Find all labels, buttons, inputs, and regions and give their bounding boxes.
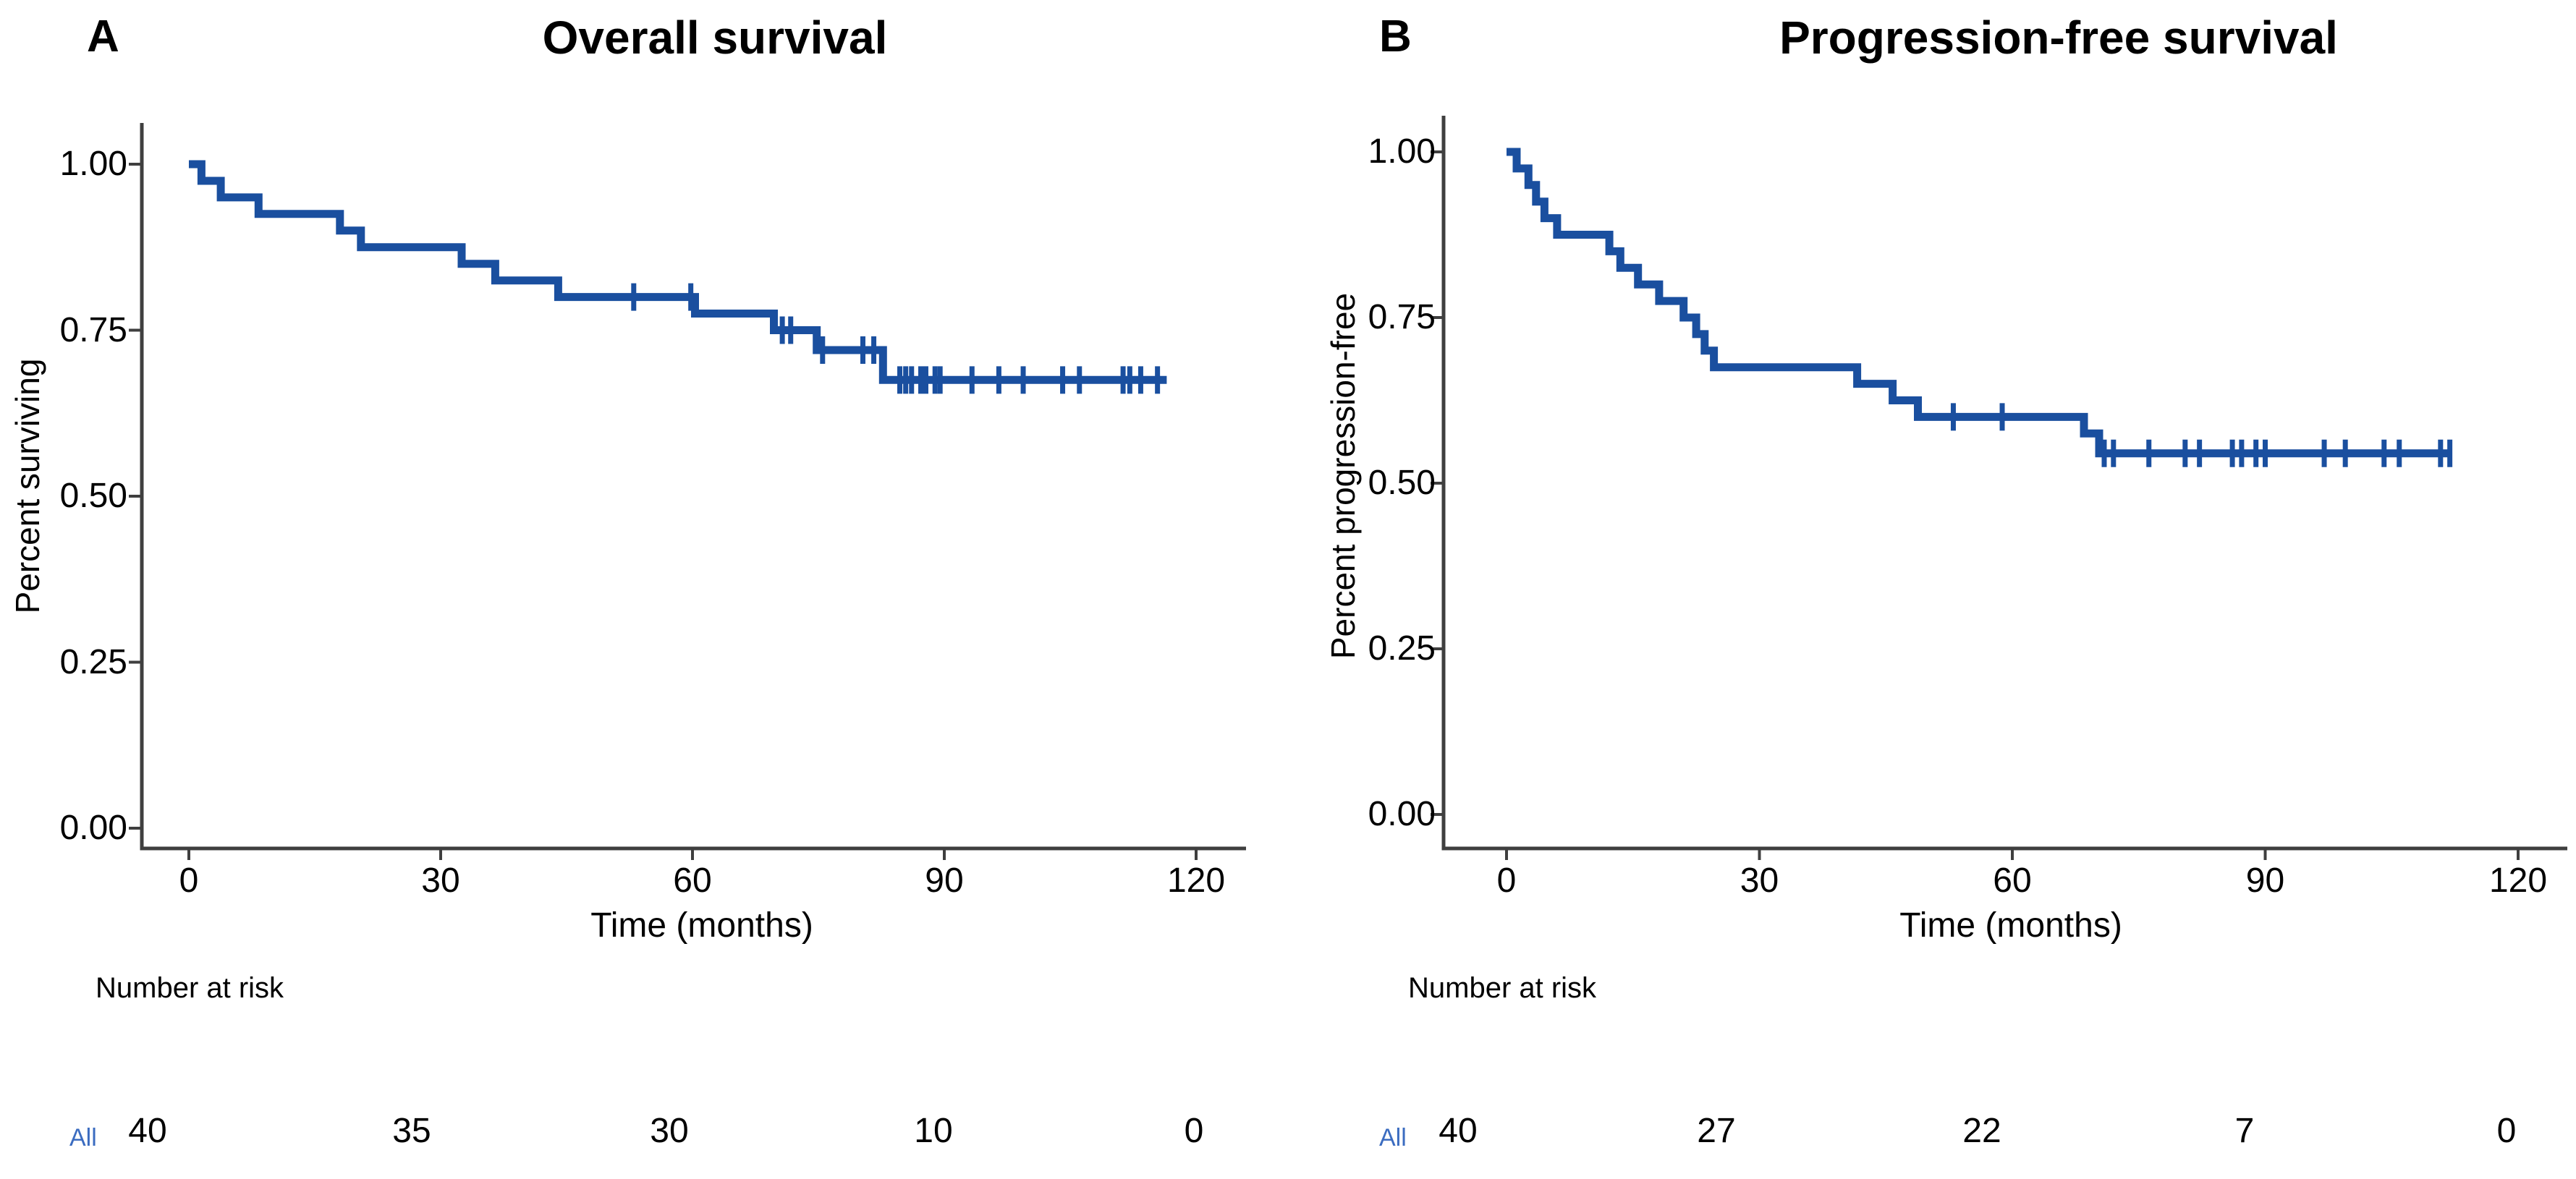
panel-a-risk-count: 0 <box>1184 1112 1204 1150</box>
panel-a-x-tick-label: 0 <box>179 861 199 900</box>
panel-b-x-axis-label: Time (months) <box>1899 906 2122 945</box>
panel-a-axes <box>140 123 1246 851</box>
panel-a-x-tick-label: 120 <box>1166 861 1226 900</box>
panel-a-y-tick-label: 0.25 <box>59 642 127 681</box>
panel-a-y-tick-label: 0.75 <box>59 310 127 349</box>
panel-a-x-tick-label: 90 <box>925 861 964 900</box>
panel-a-risk-count: 40 <box>128 1112 167 1150</box>
panel-b-y-tick-label: 0.25 <box>1368 629 1436 668</box>
panel-b-risk-count: 0 <box>2496 1112 2517 1150</box>
panel-b-risk-group-label: All <box>1379 1124 1407 1152</box>
panel-a-x-tick-label: 60 <box>673 861 712 900</box>
panel-a-risk-count: 30 <box>650 1112 689 1150</box>
panel-a-x-axis-label: Time (months) <box>590 906 813 945</box>
panel-b-y-axis-label: Percent progression-free <box>1324 292 1362 660</box>
panel-b-x-tick-label: 30 <box>1740 861 1779 900</box>
panel-a-label: A <box>87 12 119 61</box>
panel-b-x-tick-label: 0 <box>1496 861 1517 900</box>
panel-b-title: Progression-free survival <box>1779 12 2338 64</box>
panel-b-y-tick-label: 0.75 <box>1368 298 1436 336</box>
panel-b-y-tick-label: 0.00 <box>1368 795 1436 833</box>
panel-b-axes <box>1441 116 2567 851</box>
panel-a-risk-group-label: All <box>69 1124 97 1152</box>
panel-a-y-tick-label: 1.00 <box>59 145 127 183</box>
panel-b-number-at-risk-heading: Number at risk <box>1408 972 1597 1004</box>
panel-b-x-tick-label: 90 <box>2245 861 2285 900</box>
panel-b-y-tick-label: 1.00 <box>1368 132 1436 171</box>
panel-a-risk-count: 35 <box>392 1112 431 1150</box>
panel-a-title: Overall survival <box>542 12 888 64</box>
panel-a-km-curve <box>189 160 1167 384</box>
panel-b-risk-count: 22 <box>1962 1112 2001 1150</box>
panel-b-x-tick-label: 120 <box>2488 861 2548 900</box>
panel-b-km-curve <box>1507 148 2451 458</box>
panel-b-x-tick-label: 60 <box>1993 861 2032 900</box>
panel-a-x-tick-label: 30 <box>421 861 460 900</box>
panel-a-y-tick-label: 0.00 <box>59 809 127 847</box>
panel-a-risk-count: 10 <box>914 1112 953 1150</box>
panel-a-number-at-risk-heading: Number at risk <box>96 972 284 1004</box>
panel-a-y-tick-label: 0.50 <box>59 477 127 515</box>
panel-b-y-tick-label: 0.50 <box>1368 464 1436 502</box>
panel-b-risk-count: 40 <box>1439 1112 1478 1150</box>
panel-b-risk-count: 7 <box>2234 1112 2255 1150</box>
panel-a-y-axis-label: Percent surviving <box>9 358 46 614</box>
panel-b-label: B <box>1379 12 1412 61</box>
panel-b-risk-count: 27 <box>1697 1112 1736 1150</box>
